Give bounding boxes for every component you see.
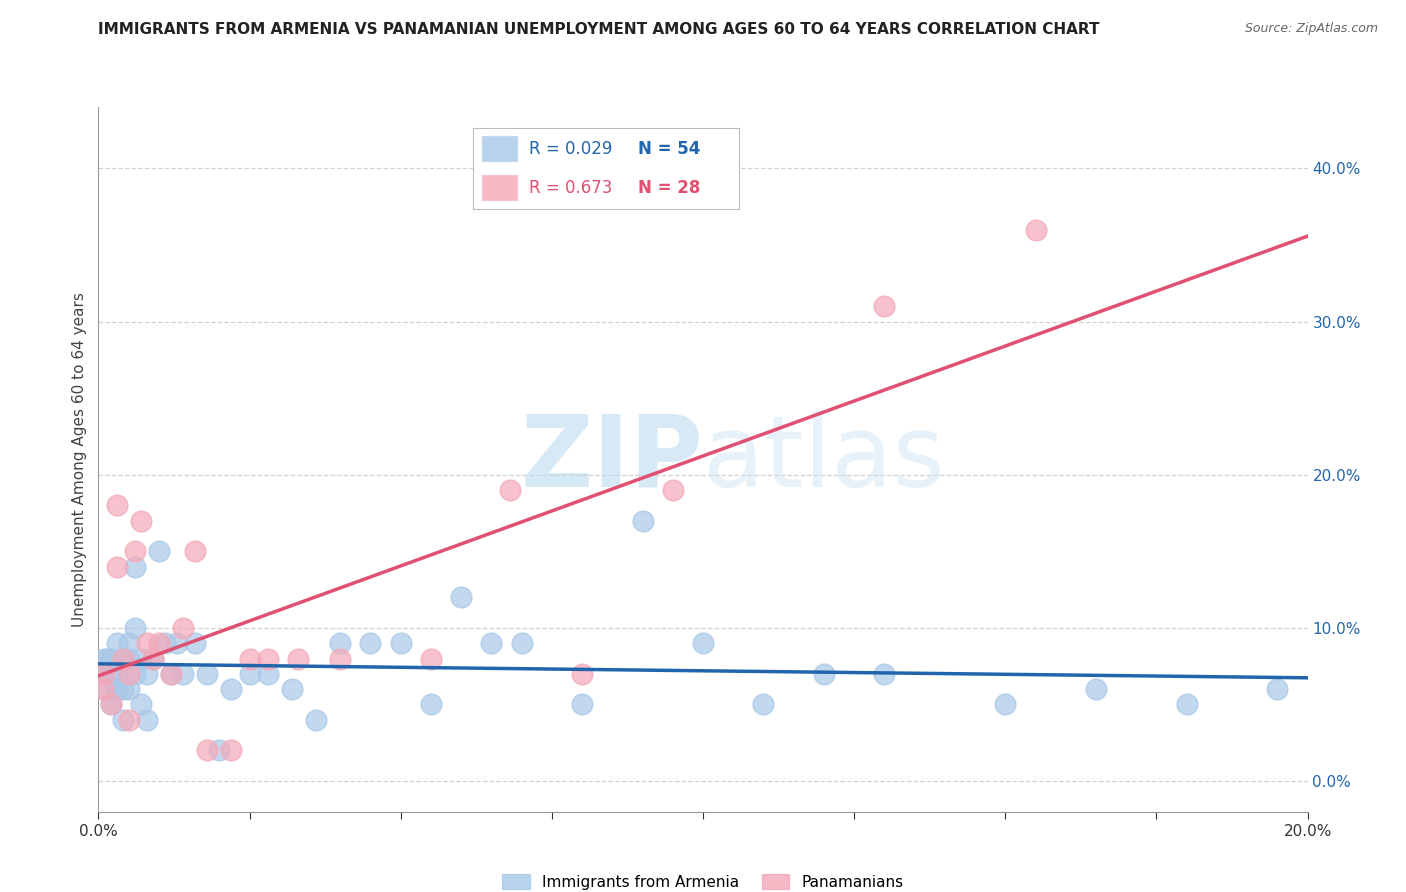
Point (135, 713, 157, 727)
Point (94, 682, 117, 697)
Text: R = 0.029: R = 0.029 (529, 140, 613, 158)
Point (281, 682, 304, 697)
Text: Source: ZipAtlas.com: Source: ZipAtlas.com (1244, 22, 1378, 36)
Text: atlas: atlas (703, 411, 945, 508)
Point (118, 713, 141, 727)
Point (124, 621, 146, 635)
Point (873, 666, 896, 681)
Point (153, 636, 176, 650)
Point (208, 743, 231, 757)
Point (195, 743, 218, 757)
Point (105, 499, 128, 513)
Point (105, 636, 128, 650)
Point (142, 651, 165, 665)
Point (221, 682, 243, 697)
Point (129, 651, 152, 665)
Point (118, 636, 141, 650)
Point (1085, 682, 1108, 697)
Point (105, 559, 128, 574)
Point (124, 666, 146, 681)
Point (498, 483, 520, 497)
Point (111, 713, 134, 727)
Point (1267, 682, 1289, 697)
Point (631, 514, 654, 528)
Point (100, 651, 122, 665)
Point (129, 698, 152, 712)
Point (389, 636, 412, 650)
Text: N = 28: N = 28 (638, 178, 700, 197)
Point (172, 621, 194, 635)
Point (91, 682, 114, 697)
Point (239, 666, 262, 681)
Point (118, 682, 141, 697)
Point (994, 698, 1017, 712)
Point (111, 651, 134, 665)
Point (96, 651, 118, 665)
Point (93, 666, 115, 681)
Text: R = 0.673: R = 0.673 (529, 178, 613, 197)
Point (571, 666, 593, 681)
Point (100, 666, 122, 681)
Point (305, 713, 328, 727)
Point (329, 651, 352, 665)
Point (166, 636, 188, 650)
Point (124, 544, 146, 558)
Point (221, 743, 243, 757)
Point (662, 483, 685, 497)
Point (100, 698, 122, 712)
Point (256, 666, 278, 681)
Point (91, 666, 114, 681)
Point (239, 651, 262, 665)
Point (813, 666, 835, 681)
Point (360, 636, 382, 650)
Point (160, 666, 183, 681)
Bar (481, 174, 519, 201)
Point (420, 651, 443, 665)
Point (873, 299, 896, 313)
Point (148, 544, 170, 558)
Point (692, 636, 714, 650)
Point (1024, 222, 1046, 236)
Point (420, 698, 443, 712)
Point (111, 651, 134, 665)
Point (450, 591, 472, 605)
Point (100, 698, 122, 712)
Legend: Immigrants from Armenia, Panamanians: Immigrants from Armenia, Panamanians (496, 868, 910, 892)
Point (118, 651, 141, 665)
Point (135, 666, 157, 681)
Point (118, 666, 141, 681)
Point (287, 651, 309, 665)
Point (195, 666, 218, 681)
Y-axis label: Unemployment Among Ages 60 to 64 years: Unemployment Among Ages 60 to 64 years (72, 292, 87, 627)
Point (510, 636, 533, 650)
Point (148, 636, 170, 650)
Point (481, 636, 503, 650)
Point (105, 666, 128, 681)
Point (111, 682, 134, 697)
Point (256, 651, 278, 665)
Point (142, 651, 165, 665)
Point (184, 544, 207, 558)
Point (135, 636, 157, 650)
Text: IMMIGRANTS FROM ARMENIA VS PANAMANIAN UNEMPLOYMENT AMONG AGES 60 TO 64 YEARS COR: IMMIGRANTS FROM ARMENIA VS PANAMANIAN UN… (98, 22, 1099, 37)
Point (571, 698, 593, 712)
Point (1175, 698, 1198, 712)
Point (184, 636, 207, 650)
Point (124, 559, 146, 574)
Point (752, 698, 775, 712)
Bar (481, 136, 519, 162)
Point (105, 682, 128, 697)
Point (172, 666, 194, 681)
Text: N = 54: N = 54 (638, 140, 700, 158)
Point (93, 651, 115, 665)
Point (329, 636, 352, 650)
Point (129, 514, 152, 528)
Text: ZIP: ZIP (520, 411, 703, 508)
Point (160, 666, 183, 681)
